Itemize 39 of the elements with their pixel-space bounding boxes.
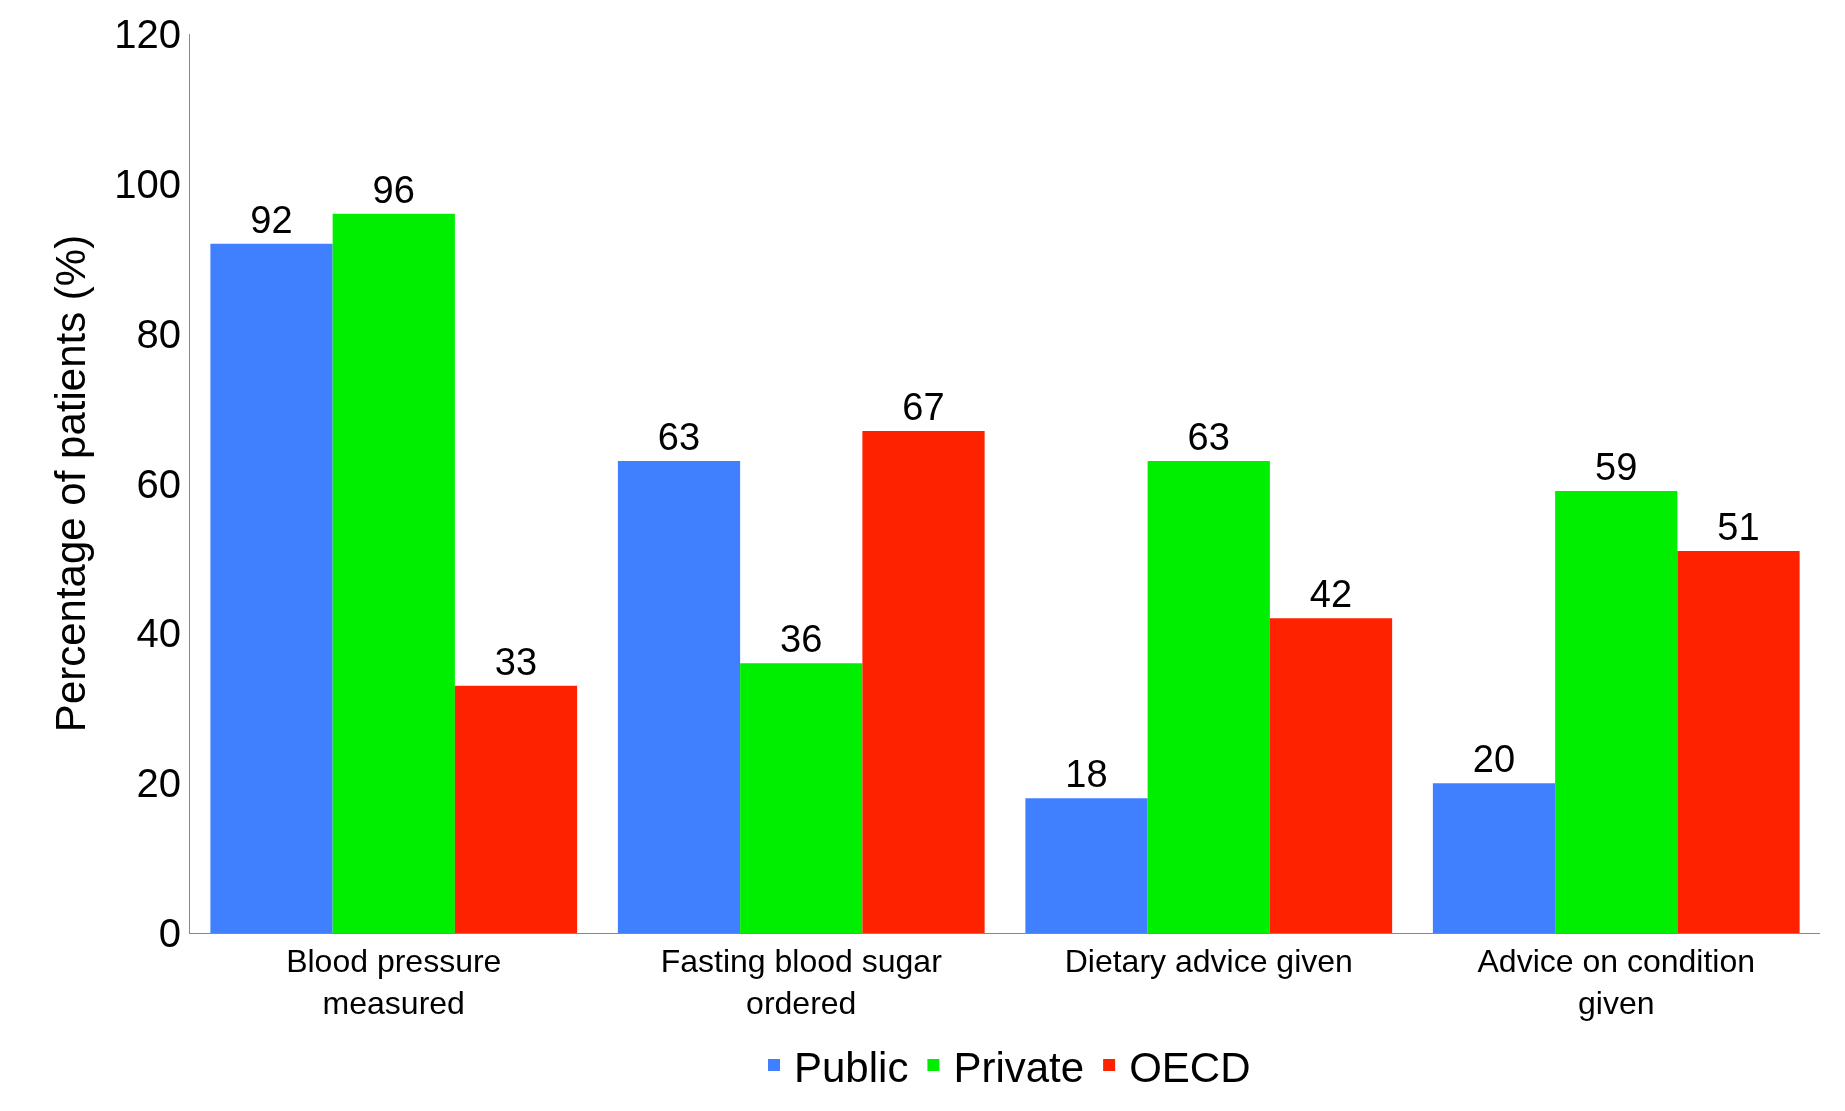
data-label: 20 (1472, 738, 1516, 781)
x-tick-label: Blood pressure measured (286, 943, 502, 1021)
y-tick-label: 120 (114, 12, 181, 56)
data-label: 51 (1717, 505, 1760, 548)
data-label: 59 (1595, 445, 1638, 488)
bar (1432, 783, 1556, 933)
data-label: 18 (1065, 753, 1108, 796)
y-tick-label: 40 (136, 611, 181, 656)
x-tick-label: Dietary advice given (1064, 943, 1353, 980)
y-tick-label: 20 (136, 761, 181, 806)
data-label: 92 (250, 198, 293, 241)
y-tick-label: 80 (136, 311, 181, 356)
data-label: 36 (780, 618, 823, 661)
bar (862, 431, 985, 933)
x-tick-label: Fasting blood sugar ordered (660, 943, 943, 1021)
data-label: 96 (372, 168, 415, 211)
bar (332, 213, 455, 933)
legend-label: Private (953, 1043, 1085, 1091)
legend-label: Public (794, 1043, 909, 1091)
bar (454, 685, 578, 933)
data-label: 42 (1309, 573, 1353, 616)
bar (1269, 618, 1393, 933)
legend-label: OECD (1129, 1043, 1251, 1091)
data-label: 63 (657, 416, 701, 459)
x-tick-label: Advice on condition given (1477, 943, 1756, 1021)
bar (1147, 461, 1270, 933)
bar (1677, 550, 1800, 933)
bar (1555, 490, 1678, 933)
data-label: 67 (902, 386, 945, 429)
bar (210, 243, 333, 933)
bar (740, 663, 863, 933)
data-label: 33 (494, 640, 538, 683)
bar (1025, 798, 1148, 933)
y-tick-label: 0 (158, 911, 181, 955)
y-tick-label: 60 (136, 461, 181, 506)
y-tick-label: 100 (114, 161, 181, 206)
data-label: 63 (1187, 416, 1230, 459)
y-axis-title: Percentage of patients (%) (47, 234, 95, 733)
bar (617, 461, 741, 933)
